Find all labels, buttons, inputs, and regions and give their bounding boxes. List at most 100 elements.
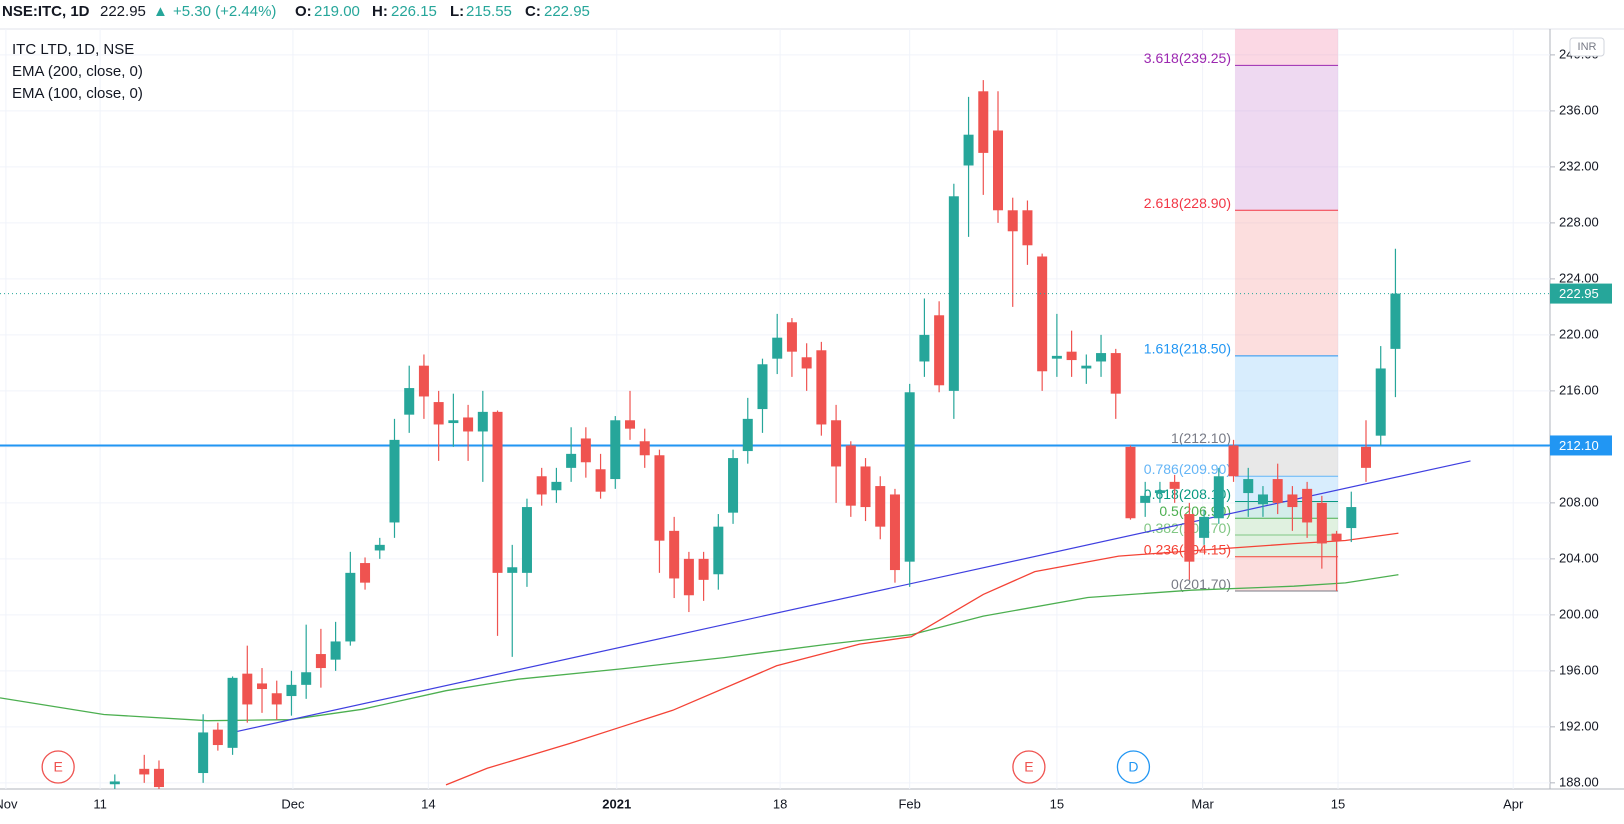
- x-tick-label: 15: [1050, 796, 1064, 811]
- fib-label: 3.618(239.25): [1144, 50, 1231, 66]
- symbol: NSE:ITC, 1D: [2, 3, 90, 20]
- candle-body: [1125, 446, 1136, 519]
- candle-body: [198, 732, 209, 774]
- change-arrow: ▲: [153, 3, 168, 20]
- candle-body: [521, 507, 532, 573]
- candle-body: [1110, 353, 1121, 394]
- fib-label: 1.618(218.50): [1144, 341, 1231, 357]
- high-value: 226.15: [391, 3, 437, 20]
- candle-body: [625, 420, 636, 429]
- fib-label: 0.786(209.90): [1144, 461, 1231, 477]
- candle-body: [934, 315, 945, 386]
- candle-body: [919, 334, 930, 362]
- close-value: 222.95: [544, 3, 590, 20]
- fib-zone: [1234, 65, 1339, 211]
- candle-body: [757, 364, 768, 410]
- open-label: O:: [295, 3, 312, 20]
- y-tick-label: 220.00: [1559, 326, 1599, 341]
- candle-body: [1140, 495, 1151, 503]
- candle-body: [139, 768, 150, 775]
- event-label: D: [1128, 759, 1138, 775]
- candle-body: [713, 526, 724, 575]
- plot-area: 0(201.70)0.236(204.15)0.382(205.70)0.5(2…: [0, 29, 1550, 789]
- candle-body: [860, 466, 871, 508]
- time-axis: Nov 11 Dec 14 2021 18 Feb 15 Mar 15 Apr: [0, 796, 1524, 811]
- price-badge-label: 222.95: [1559, 286, 1599, 301]
- fib-zone: [1234, 29, 1339, 66]
- ema-line: [445, 532, 1399, 786]
- candle-body: [948, 196, 959, 391]
- candle-body: [1169, 481, 1180, 489]
- y-tick-label: 236.00: [1559, 102, 1599, 117]
- candle-body: [463, 417, 474, 432]
- fib-zone: [1234, 445, 1339, 477]
- high-label: H:: [372, 3, 388, 20]
- candle-body: [1390, 293, 1401, 349]
- candle-body: [889, 494, 900, 571]
- candle-body: [551, 481, 562, 491]
- candle-body: [301, 672, 312, 685]
- candle-body: [654, 455, 665, 541]
- trendline: [232, 460, 1471, 733]
- last-price: 222.95: [100, 3, 146, 20]
- candle-body: [330, 641, 341, 660]
- change: +5.30 (+2.44%): [173, 3, 276, 20]
- candle-body: [1007, 210, 1018, 232]
- y-tick-label: 224.00: [1559, 270, 1599, 285]
- x-tick-label: 15: [1331, 796, 1345, 811]
- y-tick-label: 204.00: [1559, 550, 1599, 565]
- candle-body: [801, 357, 812, 369]
- candle-body: [315, 654, 326, 669]
- candle-body: [1096, 353, 1107, 362]
- candle-body: [448, 420, 459, 424]
- legend-entry: EMA (100, close, 0): [12, 85, 143, 102]
- candle-body: [669, 530, 680, 579]
- candle-body: [1066, 351, 1077, 361]
- candle-body: [1257, 494, 1268, 505]
- event-marker: [1012, 750, 1046, 784]
- candle-body: [566, 453, 577, 468]
- event-label: E: [53, 759, 62, 775]
- candle-body: [1316, 502, 1327, 544]
- candle-body: [1243, 479, 1254, 494]
- x-tick-label: Nov: [0, 796, 18, 811]
- candle-body: [374, 544, 385, 551]
- x-tick-label: Feb: [898, 796, 920, 811]
- candle-body: [786, 322, 797, 352]
- fib-label: 0.5(206.90): [1159, 503, 1231, 519]
- x-tick-label: Dec: [281, 796, 305, 811]
- price-axis: 188.00 192.00 196.00 200.00 204.00 208.00 212.…: [1550, 46, 1612, 789]
- y-tick-label: 192.00: [1559, 718, 1599, 733]
- candle-body: [536, 476, 547, 495]
- open-value: 219.00: [314, 3, 360, 20]
- currency: INR: [1578, 41, 1597, 53]
- candle-body: [610, 420, 621, 480]
- candle-body: [1272, 479, 1283, 503]
- legend: ITC LTD, 1D, NSE EMA (200, close, 0) EMA …: [12, 41, 143, 102]
- candle-body: [227, 677, 238, 748]
- candle-body: [477, 411, 488, 432]
- fib-label: 0.618(208.10): [1144, 486, 1231, 502]
- fib-zone: [1234, 355, 1339, 446]
- candle-body: [360, 563, 371, 583]
- x-tick-label: Apr: [1503, 796, 1524, 811]
- x-tick-label: 14: [421, 796, 435, 811]
- candle-body: [698, 558, 709, 580]
- candle-body: [1213, 476, 1224, 519]
- candle-body: [1331, 533, 1342, 541]
- candle-body: [595, 469, 606, 492]
- ema-line: [0, 574, 1399, 722]
- candle-body: [639, 441, 650, 456]
- chart-title: ITC LTD, 1D, NSE: [12, 41, 134, 58]
- price-badge: [1550, 435, 1612, 456]
- low-label: L:: [450, 3, 464, 20]
- candle-body: [1051, 355, 1062, 359]
- candle-body: [904, 392, 915, 562]
- candle-body: [433, 402, 444, 425]
- fib-zone: [1234, 535, 1339, 557]
- close-label: C:: [525, 3, 541, 20]
- candle-body: [345, 572, 356, 642]
- candle-body: [580, 438, 591, 463]
- candle-body: [831, 420, 842, 467]
